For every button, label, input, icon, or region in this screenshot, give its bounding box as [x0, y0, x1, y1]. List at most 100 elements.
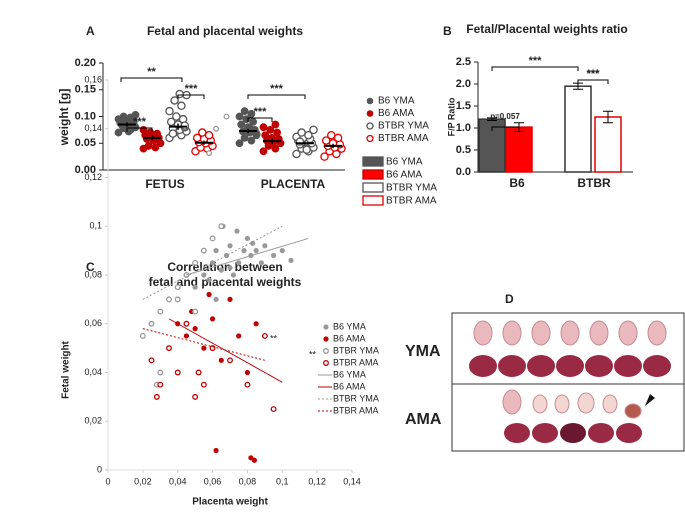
data-point [165, 106, 174, 116]
y-tick-label: 0.5 [456, 144, 471, 156]
data-point [148, 320, 155, 327]
data-point [192, 284, 198, 290]
data-point [174, 369, 181, 376]
significance-label: *** [529, 55, 543, 67]
y-tick-label: 0,14 [84, 123, 102, 133]
row-label: AMA [405, 411, 442, 428]
data-point [270, 406, 277, 413]
data-point [206, 277, 212, 283]
significance-label: *** [587, 68, 601, 80]
data-point [206, 291, 212, 298]
legend-label: B6 AMA [378, 108, 414, 119]
data-point [266, 125, 275, 134]
data-point [244, 381, 251, 388]
data-point [230, 272, 237, 278]
data-point [270, 252, 277, 259]
data-point [198, 128, 207, 137]
data-point [271, 120, 280, 129]
data-point [206, 150, 213, 157]
data-point [223, 252, 230, 259]
data-point [227, 296, 233, 302]
legend-box [362, 182, 384, 193]
data-point [119, 112, 128, 121]
significance-bracket [177, 94, 205, 99]
legend-label: B6 YMA [333, 369, 366, 379]
data-point [213, 125, 220, 132]
data-point [244, 369, 251, 376]
legend-label: B6 YMA [333, 321, 366, 331]
data-point [204, 130, 214, 140]
x-tick-label: 0,08 [239, 476, 257, 486]
y-tick-label: 0 [97, 464, 102, 474]
x-tick-label: 0,12 [308, 476, 326, 486]
significance-label: p=0.057 [490, 112, 520, 121]
data-point [251, 457, 257, 463]
data-point [200, 381, 207, 388]
x-tick-label: 0,02 [134, 476, 152, 486]
data-point [253, 248, 259, 254]
significance-bracket [247, 94, 306, 99]
data-point [192, 308, 199, 315]
legend-marker [323, 324, 329, 330]
data-point [166, 296, 172, 303]
data-point [192, 326, 198, 332]
chart-title: Fetal and placental weights [147, 24, 303, 38]
data-point [247, 109, 256, 118]
x-tick-label: 0,14 [343, 476, 361, 486]
y-tick-label: 1.5 [456, 100, 471, 112]
panel-d-photo [451, 312, 685, 452]
x-tick-label: PLACENTA [261, 177, 326, 191]
data-point [320, 152, 329, 161]
data-point [253, 321, 259, 327]
data-point [259, 123, 268, 132]
data-point [227, 265, 233, 271]
legend-label: BTBR AMA [386, 196, 437, 207]
data-point [244, 235, 251, 242]
data-point [321, 136, 331, 145]
data-point [227, 357, 233, 364]
data-point [200, 247, 207, 254]
data-point [240, 107, 249, 116]
data-point [177, 101, 186, 111]
data-point [261, 332, 268, 339]
y-tick-label: 0.10 [75, 110, 96, 122]
y-tick-label: 0,1 [89, 221, 102, 231]
legend-box [362, 156, 384, 167]
bar [594, 116, 622, 173]
legend-label: BTBR YMA [378, 121, 429, 132]
data-point [153, 129, 161, 138]
chart-title: fetal and placental weights [149, 275, 302, 289]
legend-label: BTBR AMA [333, 405, 379, 415]
data-point [237, 120, 246, 129]
data-point [201, 345, 207, 351]
data-point [114, 128, 123, 137]
data-point [249, 117, 257, 126]
bar [564, 85, 592, 173]
significance-bracket [491, 66, 579, 71]
data-point [236, 260, 242, 266]
y-tick-label: 1.0 [456, 122, 471, 134]
data-point [174, 296, 181, 303]
significance-label: *** [185, 83, 199, 95]
x-tick-label: 0,06 [204, 476, 222, 486]
data-point [279, 248, 285, 254]
y-tick-label: 0,02 [84, 416, 102, 426]
data-point [223, 113, 230, 120]
significance-label: *** [587, 68, 601, 80]
legend-marker [366, 110, 374, 117]
significance-bracket [126, 127, 153, 132]
y-tick-label: 0,16 [84, 74, 102, 84]
data-point [168, 129, 178, 138]
data-point [236, 333, 242, 339]
panel-label: D [505, 292, 514, 306]
data-point [209, 345, 216, 352]
x-axis-title: Placenta weight [192, 497, 268, 508]
data-point [213, 296, 219, 302]
data-point [218, 267, 224, 273]
data-point [157, 308, 164, 315]
y-axis-title: F/P Ratio [446, 97, 456, 136]
legend-marker [323, 336, 329, 342]
data-point [172, 112, 181, 121]
significance-label: *** [254, 106, 268, 118]
